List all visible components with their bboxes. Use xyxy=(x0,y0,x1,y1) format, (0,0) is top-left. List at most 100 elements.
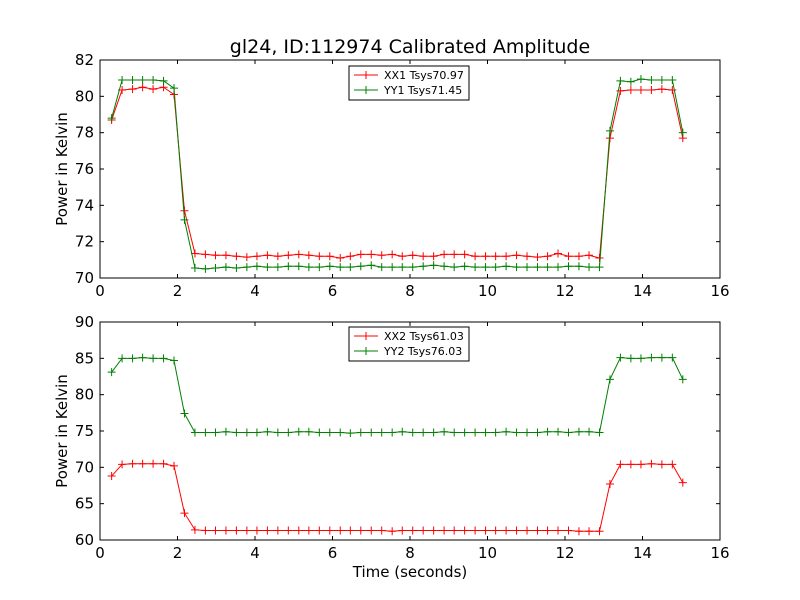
bottom-series-2-point xyxy=(523,428,532,437)
bottom-x-tick-label: 12 xyxy=(555,544,574,562)
bottom-series-1-point xyxy=(232,526,241,535)
bottom-series-2-point xyxy=(626,354,635,363)
top-series-2-point xyxy=(159,76,168,85)
bottom-y-tick-label: 80 xyxy=(75,386,94,404)
top-series-2-point xyxy=(512,263,521,272)
top-legend: XX1 Tsys70.97 YY1 Tsys71.45 xyxy=(348,65,470,101)
bottom-series-1-point xyxy=(242,526,251,535)
top-series-1-point xyxy=(263,251,272,260)
top-x-tick-label: 2 xyxy=(173,282,183,300)
bottom-series-2-point xyxy=(190,428,199,437)
bottom-series-1-point xyxy=(408,526,417,535)
bottom-series-1-point xyxy=(284,526,293,535)
bottom-series-1-point xyxy=(440,526,449,535)
bottom-series-2-point xyxy=(605,375,614,384)
top-series-1-point xyxy=(481,252,490,261)
bottom-x-tick-label: 16 xyxy=(710,544,729,562)
bottom-series-1-point xyxy=(636,460,645,469)
top-series-2-point xyxy=(564,262,573,271)
bottom-series-1-point xyxy=(429,526,438,535)
top-series-1-point xyxy=(408,251,417,260)
bottom-series-1-point xyxy=(471,526,480,535)
bottom-series-2-point xyxy=(367,428,376,437)
top-series-1-point xyxy=(533,253,542,262)
bottom-series-1-point xyxy=(201,526,210,535)
bottom-series-1-point xyxy=(616,460,625,469)
bottom-series-2-point xyxy=(128,354,137,363)
bottom-series-2-point xyxy=(657,353,666,362)
top-series-1-point xyxy=(585,251,594,260)
bottom-series-2-point xyxy=(678,375,687,384)
top-series-1-point xyxy=(273,252,282,261)
top-series-1-point xyxy=(211,251,220,260)
bottom-series-1-point xyxy=(107,472,116,481)
top-series-1-point xyxy=(398,252,407,261)
bottom-series-1-point xyxy=(377,526,386,535)
bottom-series-2-point xyxy=(647,353,656,362)
bottom-series-2-point xyxy=(138,353,147,362)
top-series-2-point xyxy=(647,75,656,84)
bottom-series-2-point xyxy=(118,354,127,363)
top-series-1-point xyxy=(429,252,438,261)
top-series-2-point xyxy=(502,262,511,271)
top-series-1-point xyxy=(180,206,189,215)
bottom-legend-label-2: YY2 Tsys76.03 xyxy=(383,345,462,358)
bottom-series-1-point xyxy=(491,526,500,535)
bottom-y-tick-label: 90 xyxy=(75,313,94,331)
bottom-series-2-point xyxy=(159,354,168,363)
top-series-2-point xyxy=(211,264,220,273)
bottom-series-1-point xyxy=(294,526,303,535)
bottom-series-2-point xyxy=(398,427,407,436)
top-series-1-point xyxy=(284,251,293,260)
top-y-axis-label: Power in Kelvin xyxy=(53,112,71,226)
top-y-tick-label: 72 xyxy=(75,233,94,251)
top-series-2-point xyxy=(533,263,542,272)
bottom-legend-label-1: XX2 Tsys61.03 xyxy=(384,330,464,343)
top-series-2-point xyxy=(315,263,324,272)
bottom-series-2-point xyxy=(429,428,438,437)
bottom-series-2-point xyxy=(554,427,563,436)
bottom-series-2-point xyxy=(170,356,179,365)
top-x-tick-label: 16 xyxy=(710,282,729,300)
bottom-y-axis-label: Power in Kelvin xyxy=(53,374,71,488)
top-series-1-point xyxy=(647,85,656,94)
bottom-series-2-point xyxy=(595,428,604,437)
bottom-series-2-point xyxy=(574,427,583,436)
bottom-series-1-point xyxy=(564,526,573,535)
top-series-1-point xyxy=(564,252,573,261)
top-x-tick-label: 8 xyxy=(405,282,415,300)
top-series-1-point xyxy=(377,251,386,260)
bottom-series-1-point xyxy=(657,460,666,469)
top-series-1-point xyxy=(232,252,241,261)
top-series-1-point xyxy=(440,250,449,259)
top-series-2-point xyxy=(180,215,189,224)
bottom-series-1-point xyxy=(367,526,376,535)
top-series-2-point xyxy=(294,262,303,271)
bottom-series-2-point xyxy=(221,427,230,436)
top-series-2-point xyxy=(128,75,137,84)
bottom-series-1-point xyxy=(356,526,365,535)
bottom-legend: XX2 Tsys61.03 YY2 Tsys76.03 xyxy=(348,326,470,362)
bottom-series-1-point xyxy=(419,526,428,535)
top-series-1-point xyxy=(554,249,563,258)
top-series-2-point xyxy=(460,262,469,271)
bottom-series-2-point xyxy=(107,368,116,377)
bottom-series-1-point xyxy=(585,527,594,536)
bottom-series-1-point xyxy=(149,459,158,468)
top-series-2-point xyxy=(419,262,428,271)
bottom-x-tick-label: 14 xyxy=(633,544,652,562)
top-x-tick-label: 4 xyxy=(250,282,260,300)
top-series-2-point xyxy=(284,262,293,271)
top-series-1-point xyxy=(419,252,428,261)
bottom-series-2-point xyxy=(419,428,428,437)
top-series-2-point xyxy=(325,262,334,271)
top-series-2-point xyxy=(304,263,313,272)
top-series-2-point xyxy=(367,261,376,270)
bottom-series-1-point xyxy=(502,526,511,535)
top-y-tick-label: 82 xyxy=(75,51,94,69)
top-x-tick-label: 6 xyxy=(328,282,338,300)
top-y-tick-label: 70 xyxy=(75,269,94,287)
top-series-1-point xyxy=(201,250,210,259)
bottom-series-2-point xyxy=(252,428,261,437)
top-series-1-point xyxy=(325,252,334,261)
